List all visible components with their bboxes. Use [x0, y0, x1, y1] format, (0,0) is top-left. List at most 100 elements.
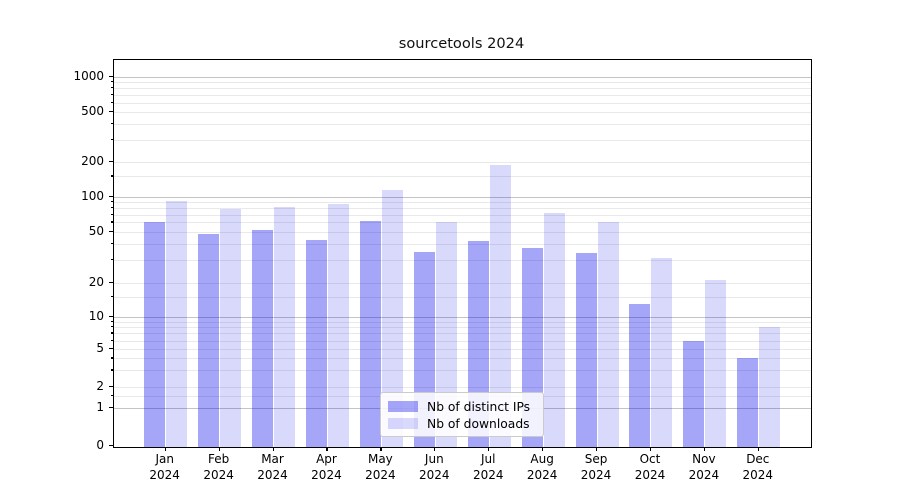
bar-downloads: [381, 190, 403, 447]
minor-gridline: [114, 327, 811, 329]
major-gridline: [114, 76, 811, 78]
x-tick-label: Jun 2024: [419, 452, 450, 482]
x-tick-label: Oct 2024: [634, 452, 666, 482]
y-tick-label: 10: [88, 308, 104, 323]
bar-downloads: [274, 206, 296, 447]
bar-distinct-ips: [737, 358, 759, 447]
y-minor-tick: [111, 213, 114, 215]
x-tick-label: Jan 2024: [149, 452, 180, 482]
x-tick-mark: [542, 447, 544, 451]
x-tick-label: Aug 2024: [526, 452, 558, 482]
bar-distinct-ips: [305, 240, 327, 447]
x-tick-label: Nov 2024: [688, 452, 720, 482]
legend-swatch-distinct-ips: [388, 401, 418, 412]
x-tick-mark: [703, 447, 706, 451]
y-minor-tick: [111, 326, 114, 328]
y-tick-mark: [109, 315, 114, 317]
y-minor-tick: [111, 221, 114, 223]
x-tick-label: May 2024: [365, 452, 396, 482]
y-minor-tick: [111, 123, 114, 125]
y-tick-mark: [109, 111, 114, 113]
x-tick-mark: [649, 447, 652, 451]
minor-gridline: [114, 358, 811, 360]
y-minor-tick: [111, 201, 114, 203]
y-tick-label: 100: [81, 188, 104, 203]
bar-downloads: [543, 212, 565, 447]
y-minor-tick: [111, 175, 114, 177]
y-tick-mark: [109, 281, 114, 283]
chart-title: sourcetools 2024: [398, 35, 525, 52]
y-minor-tick: [111, 357, 114, 359]
minor-gridline: [114, 102, 811, 104]
minor-gridline: [114, 282, 811, 284]
bar-distinct-ips: [629, 303, 651, 447]
x-tick-label: Jul 2024: [472, 452, 504, 482]
x-tick-label: Dec 2024: [742, 452, 774, 482]
y-tick-label: 50: [88, 223, 104, 238]
bar-distinct-ips: [575, 253, 597, 447]
x-tick-mark: [488, 447, 490, 451]
y-minor-tick: [111, 243, 114, 245]
x-tick-mark: [164, 447, 166, 451]
minor-gridline: [114, 387, 811, 388]
y-tick-mark: [109, 230, 114, 232]
y-minor-tick: [111, 332, 114, 334]
bar-downloads: [705, 279, 727, 447]
bar-downloads: [166, 200, 188, 447]
bar-distinct-ips: [683, 340, 705, 447]
bar-downloads: [327, 204, 349, 447]
bar-distinct-ips: [359, 220, 381, 447]
y-tick-mark: [109, 386, 114, 388]
y-minor-tick: [111, 295, 114, 297]
y-minor-tick: [111, 87, 114, 89]
y-tick-mark: [109, 75, 114, 77]
minor-gridline: [114, 231, 811, 233]
y-tick-label: 1: [96, 400, 104, 415]
x-tick-mark: [434, 447, 436, 451]
minor-gridline: [114, 321, 811, 323]
y-minor-tick: [111, 259, 114, 261]
minor-gridline: [114, 340, 811, 342]
minor-gridline: [114, 333, 811, 335]
bar-downloads: [435, 222, 457, 447]
y-minor-tick: [111, 93, 114, 96]
x-tick-mark: [380, 447, 382, 451]
minor-gridline: [114, 296, 811, 298]
y-tick-label: 500: [81, 104, 104, 118]
y-minor-tick: [111, 81, 114, 83]
y-tick-label: 1000: [73, 68, 104, 83]
bar-downloads: [651, 258, 673, 447]
minor-gridline: [114, 244, 811, 246]
y-tick-mark: [109, 161, 114, 163]
minor-gridline: [114, 202, 811, 204]
y-minor-tick: [111, 101, 114, 103]
legend-label-downloads: Nb of downloads: [427, 416, 530, 431]
y-tick-label: 2: [96, 379, 104, 393]
bar-downloads: [759, 327, 781, 447]
legend-swatch-downloads: [388, 418, 418, 429]
minor-gridline: [114, 88, 811, 90]
minor-gridline: [114, 176, 811, 178]
minor-gridline: [114, 112, 811, 113]
bar-distinct-ips: [198, 233, 220, 447]
minor-gridline: [114, 222, 811, 224]
x-tick-mark: [757, 447, 759, 451]
bar-downloads: [489, 164, 511, 447]
y-tick-label: 200: [81, 154, 104, 168]
x-tick-label: Sep 2024: [580, 452, 612, 482]
x-tick-mark: [272, 447, 274, 451]
x-tick-label: Mar 2024: [257, 452, 288, 482]
y-minor-tick: [111, 369, 114, 371]
x-tick-mark: [218, 447, 220, 451]
y-tick-mark: [109, 348, 114, 350]
bar-distinct-ips: [144, 221, 166, 447]
minor-gridline: [114, 94, 811, 96]
bar-downloads: [220, 208, 242, 447]
legend-item-distinct-ips: Nb of distinct IPs: [388, 398, 536, 415]
plot-area: [113, 59, 812, 448]
bar-downloads: [597, 221, 619, 447]
minor-gridline: [114, 139, 811, 141]
major-gridline: [114, 316, 811, 318]
minor-gridline: [114, 349, 811, 351]
